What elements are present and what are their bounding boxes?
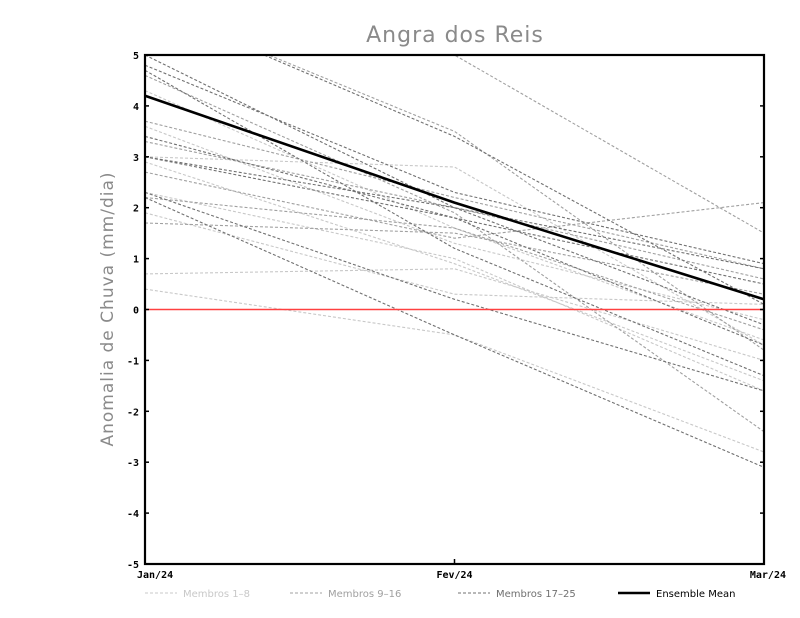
legend-entry-2: Membros 9–16 — [290, 589, 401, 600]
chart-title: Angra dos Reis — [366, 23, 544, 48]
legend-label: Membros 17–25 — [496, 589, 576, 600]
series-line-member-14 — [452, 55, 764, 234]
y-tick-label: 4 — [133, 102, 139, 113]
legend: Membros 1–8 Membros 9–16 Membros 17–25 Ense… — [145, 589, 735, 600]
series-line-member-24 — [145, 156, 764, 346]
series-line-member-8 — [145, 212, 764, 305]
series-line-member-17 — [145, 64, 764, 265]
y-tick-label: 0 — [133, 306, 139, 317]
series-line-member-10 — [145, 120, 764, 270]
series-line-member-23 — [262, 55, 764, 305]
y-tick-label: -1 — [127, 356, 139, 367]
series-line-member-16 — [267, 55, 764, 351]
series-line-member-6 — [145, 288, 764, 453]
x-tick-label: Mar/24 — [750, 570, 786, 581]
series-line-member-15 — [145, 171, 764, 239]
series-line-member-22 — [145, 69, 764, 377]
series-line-member-2 — [145, 125, 764, 321]
series-line-member-20 — [145, 196, 764, 468]
y-tick-label: 2 — [133, 204, 139, 215]
legend-label: Ensemble Mean — [656, 589, 735, 600]
legend-label: Membros 1–8 — [183, 589, 250, 600]
y-tick-label: 5 — [133, 51, 139, 62]
y-tick-label: 1 — [133, 255, 139, 266]
series-line-member-1 — [145, 90, 764, 341]
series-line-member-19 — [145, 191, 764, 392]
y-axis-label: Anomalia de Chuva (mm/dia) — [98, 171, 118, 446]
y-tick-label: -5 — [127, 560, 139, 571]
series-line-member-21 — [145, 135, 764, 285]
x-tick-label: Fev/24 — [436, 570, 472, 581]
y-tick-label: -3 — [127, 458, 139, 469]
series-line-member-11 — [145, 196, 764, 331]
y-tick-label: 3 — [133, 153, 139, 164]
series-line-member-3 — [145, 156, 764, 346]
series-line-member-5 — [145, 268, 764, 361]
series-line-member-9 — [145, 74, 764, 433]
series-line-ensemble-mean — [145, 94, 764, 301]
series-line-member-4 — [145, 191, 764, 392]
legend-entry-4: Ensemble Mean — [618, 589, 735, 600]
series-line-member-25 — [145, 55, 764, 326]
y-tick-label: -4 — [127, 509, 139, 520]
x-tick-label: Jan/24 — [137, 570, 173, 581]
series-layer — [145, 55, 764, 468]
legend-entry-3: Membros 17–25 — [458, 589, 576, 600]
y-tick-label: -2 — [127, 407, 139, 418]
legend-label: Membros 9–16 — [328, 589, 401, 600]
series-line-member-7 — [145, 161, 764, 382]
legend-entry-1: Membros 1–8 — [145, 589, 250, 600]
